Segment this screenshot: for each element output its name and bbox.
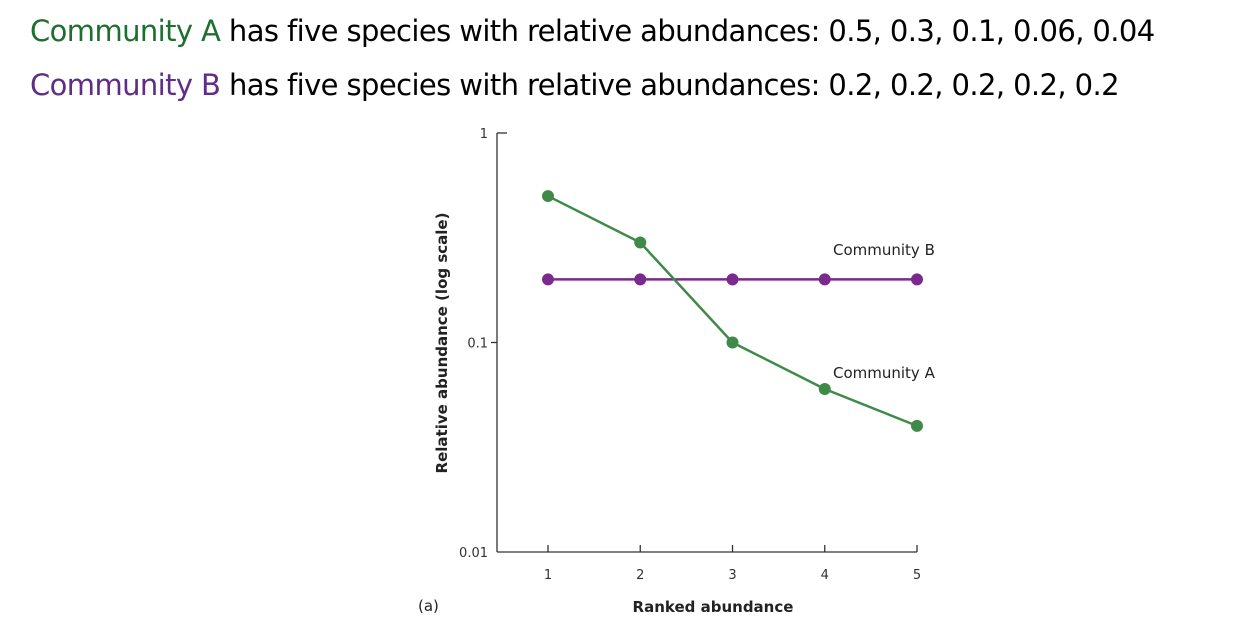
axes [491,132,918,553]
series [542,190,923,432]
community-b-name: Community B [30,68,221,102]
community-a-description: Community A has five species with relati… [30,14,1155,48]
x-tick-label: 3 [728,568,736,583]
series-line-community-a [547,194,918,428]
community-a-name: Community A [30,14,221,48]
y-axis-label: Relative abundance (log scale) [433,213,451,474]
data-point-community-b [726,273,739,286]
data-point-community-a [818,382,831,395]
community-b-description: Community B has five species with relati… [30,68,1120,102]
data-point-community-a [911,419,923,432]
x-tick-label: 5 [913,568,921,583]
data-point-community-a [634,236,647,249]
x-axis-label: Ranked abundance [633,598,794,616]
community-a-text: has five species with relative abundance… [220,14,1155,48]
y-tick-label: 0.1 [467,337,488,352]
series-label-community-b: Community B [833,241,935,259]
community-b-text: has five species with relative abundance… [220,68,1120,102]
y-tick-label: 1 [480,127,488,142]
x-tick-label: 4 [821,568,829,583]
data-point-community-b [911,273,923,286]
x-tick-label: 1 [544,568,552,583]
series-label-community-a: Community A [833,364,936,382]
tick-labels: 1 2 3 4 5 1 0.1 0.01 [459,127,921,583]
panel-label: (a) [418,597,439,615]
data-point-community-b [818,273,831,286]
x-tick-label: 2 [636,568,644,583]
data-point-community-b [542,273,554,286]
data-point-community-a [726,336,739,349]
y-tick-label: 0.01 [459,546,488,561]
data-point-community-a [542,190,554,203]
data-point-community-b [634,273,647,286]
